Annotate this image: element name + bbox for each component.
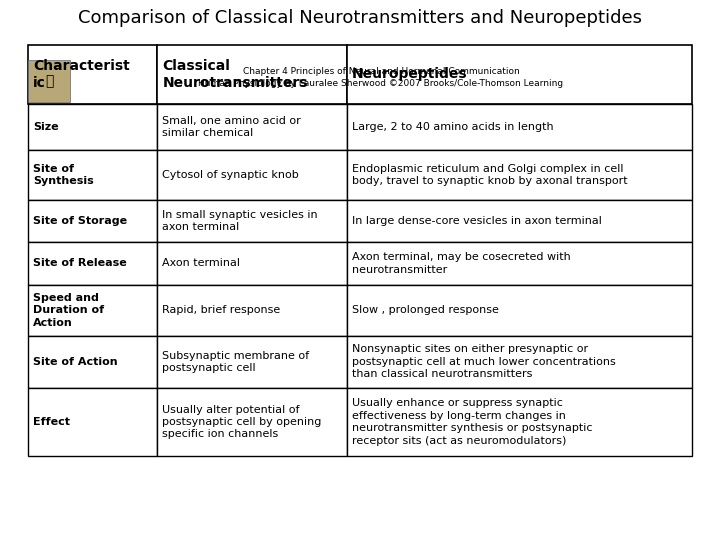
Text: Usually alter potential of
postsynaptic cell by opening
specific ion channels: Usually alter potential of postsynaptic … <box>163 404 322 440</box>
Text: Chapter 4 Principles of Neural and Hormonal Communication: Chapter 4 Principles of Neural and Hormo… <box>243 68 519 77</box>
Text: Nonsynaptic sites on either presynaptic or
postsynaptic cell at much lower conce: Nonsynaptic sites on either presynaptic … <box>352 345 616 379</box>
Text: Rapid, brief response: Rapid, brief response <box>163 306 281 315</box>
Text: Large, 2 to 40 amino acids in length: Large, 2 to 40 amino acids in length <box>352 122 554 132</box>
Bar <box>28 388 158 456</box>
Text: Neuropeptides: Neuropeptides <box>352 68 467 82</box>
Text: Small, one amino acid or
similar chemical: Small, one amino acid or similar chemica… <box>163 116 301 138</box>
Bar <box>158 285 347 335</box>
Text: Site of Release: Site of Release <box>33 259 127 268</box>
Text: In large dense-core vesicles in axon terminal: In large dense-core vesicles in axon ter… <box>352 216 602 226</box>
Text: Usually enhance or suppress synaptic
effectiveness by long-term changes in
neuro: Usually enhance or suppress synaptic eff… <box>352 399 593 445</box>
Bar <box>28 285 158 335</box>
Text: Axon terminal: Axon terminal <box>163 259 240 268</box>
Bar <box>347 150 692 200</box>
Text: Comparison of Classical Neurotransmitters and Neuropeptides: Comparison of Classical Neurotransmitter… <box>78 9 642 27</box>
Bar <box>28 150 158 200</box>
Text: Slow , prolonged response: Slow , prolonged response <box>352 306 498 315</box>
Text: 📖: 📖 <box>45 74 53 88</box>
Bar <box>347 104 692 150</box>
Bar <box>158 104 347 150</box>
Text: Site of Storage: Site of Storage <box>33 216 127 226</box>
Bar <box>158 388 347 456</box>
Bar <box>28 60 70 102</box>
Bar <box>158 150 347 200</box>
Text: Size: Size <box>33 122 58 132</box>
Text: Characterist
ic: Characterist ic <box>33 59 130 90</box>
Bar <box>28 241 158 285</box>
Bar <box>28 104 158 150</box>
Bar <box>347 388 692 456</box>
Text: Speed and
Duration of
Action: Speed and Duration of Action <box>33 293 104 328</box>
Bar <box>158 200 347 241</box>
Text: Endoplasmic reticulum and Golgi complex in cell
body, travel to synaptic knob by: Endoplasmic reticulum and Golgi complex … <box>352 164 627 186</box>
Bar <box>28 200 158 241</box>
Text: Effect: Effect <box>33 417 70 427</box>
Text: Subsynaptic membrane of
postsynaptic cell: Subsynaptic membrane of postsynaptic cel… <box>163 350 310 373</box>
Bar <box>347 45 692 104</box>
Text: Human Physiology by Lauralee Sherwood ©2007 Brooks/Cole-Thomson Learning: Human Physiology by Lauralee Sherwood ©2… <box>199 79 564 89</box>
Bar <box>347 241 692 285</box>
Bar <box>158 335 347 388</box>
Bar <box>28 45 158 104</box>
Text: Site of
Synthesis: Site of Synthesis <box>33 164 94 186</box>
Bar <box>158 241 347 285</box>
Text: Classical
Neurotransmitters: Classical Neurotransmitters <box>163 59 308 90</box>
Text: Axon terminal, may be cosecreted with
neurotransmitter: Axon terminal, may be cosecreted with ne… <box>352 252 570 275</box>
Text: In small synaptic vesicles in
axon terminal: In small synaptic vesicles in axon termi… <box>163 210 318 232</box>
Bar <box>158 45 347 104</box>
Text: Site of Action: Site of Action <box>33 357 117 367</box>
Bar <box>347 285 692 335</box>
Text: Cytosol of synaptic knob: Cytosol of synaptic knob <box>163 170 300 180</box>
Bar <box>28 335 158 388</box>
Bar <box>347 200 692 241</box>
Bar <box>347 335 692 388</box>
